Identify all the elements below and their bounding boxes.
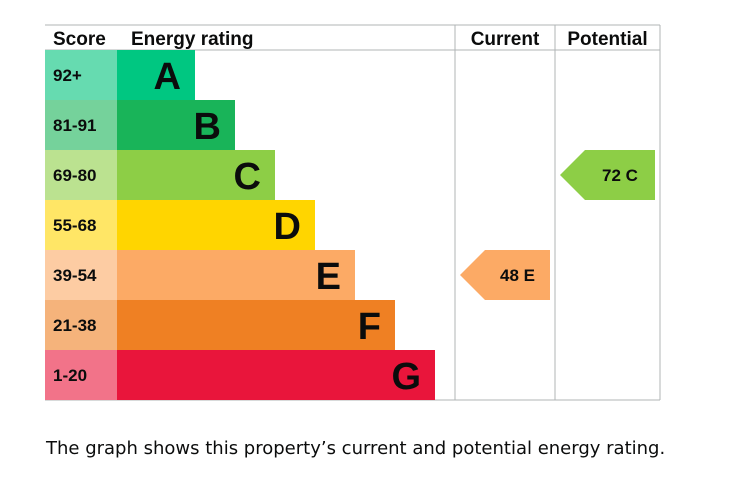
rating-bar-f: [117, 300, 395, 350]
potential-rating-arrow: [560, 150, 655, 200]
header-potential: Potential: [567, 29, 647, 50]
current-rating-label: 48 E: [500, 266, 535, 285]
score-cell-b: [45, 100, 117, 150]
score-label-a: 92+: [53, 66, 82, 85]
header-current: Current: [471, 29, 540, 50]
header-energy-rating: Energy rating: [131, 29, 253, 50]
current-rating-arrow: [460, 250, 550, 300]
header-score: Score: [53, 29, 106, 50]
score-label-e: 39-54: [53, 266, 97, 285]
column-headers: Score Energy rating Current Potential: [53, 29, 648, 50]
rating-letter-f: F: [358, 306, 381, 348]
score-cell-a: [45, 50, 117, 100]
rating-letter-e: E: [316, 256, 341, 298]
rating-letter-b: B: [194, 106, 221, 148]
potential-rating-label: 72 C: [602, 166, 638, 185]
score-label-f: 21-38: [53, 316, 96, 335]
score-label-g: 1-20: [53, 366, 87, 385]
rating-bar-a: [117, 50, 195, 100]
rating-bar-b: [117, 100, 235, 150]
rating-letter-d: D: [274, 206, 301, 248]
score-cell-f: [45, 300, 117, 350]
rating-markers: 48 E 72 C: [460, 150, 655, 300]
rating-bar-g: [117, 350, 435, 400]
rating-bands: 92+ A 81-91 B 69-80 C 55-68 D 39-54 E 21-38 F 1-20 G: [45, 50, 435, 400]
score-cell-e: [45, 250, 117, 300]
energy-rating-chart: Score Energy rating Current Potential 92+ A 8…: [45, 24, 661, 401]
rating-bar-d: [117, 200, 315, 250]
score-label-d: 55-68: [53, 216, 96, 235]
rating-bar-c: [117, 150, 275, 200]
score-cell-g: [45, 350, 117, 400]
rating-letter-c: C: [234, 156, 261, 198]
score-label-b: 81-91: [53, 116, 96, 135]
chart-caption: The graph shows this property’s current …: [46, 438, 666, 459]
score-cell-c: [45, 150, 117, 200]
score-cell-d: [45, 200, 117, 250]
rating-letter-a: A: [154, 56, 181, 98]
rating-bar-e: [117, 250, 355, 300]
score-label-c: 69-80: [53, 166, 96, 185]
rating-letter-g: G: [391, 356, 421, 398]
